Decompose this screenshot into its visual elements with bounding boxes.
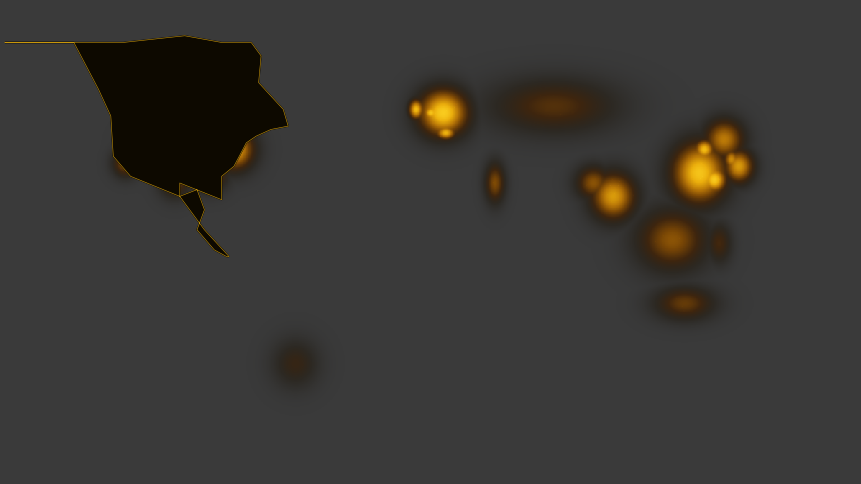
Polygon shape [5, 37, 288, 257]
